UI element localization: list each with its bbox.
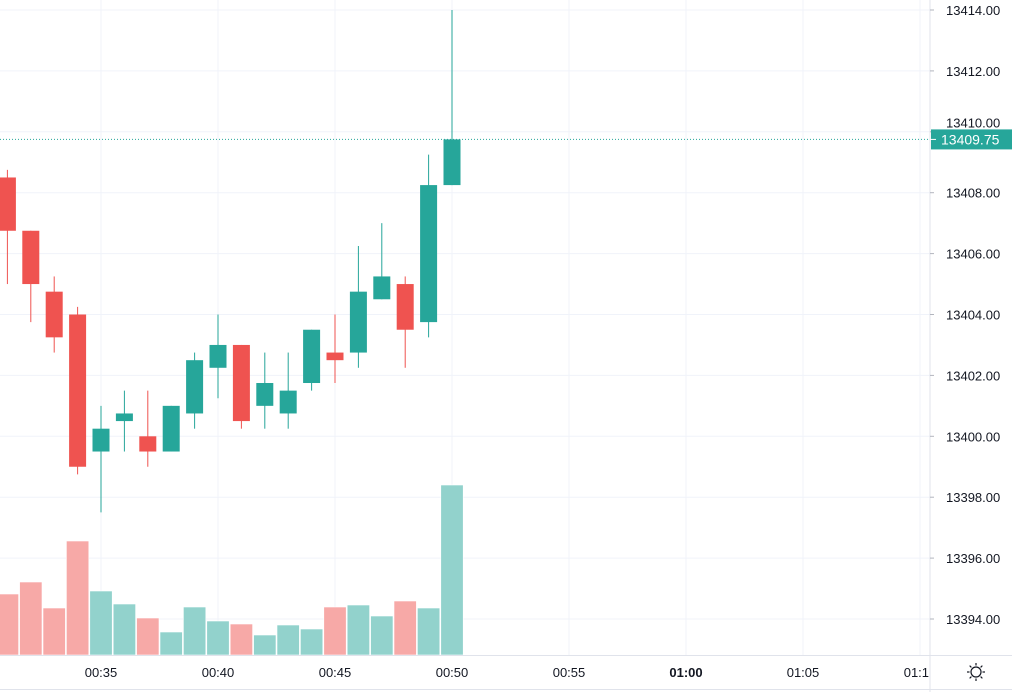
price-tick-label: 13394.00	[946, 612, 1000, 627]
candle-body	[443, 139, 461, 186]
price-tick-label: 13414.00	[946, 3, 1000, 18]
price-tick-label: 13406.00	[946, 247, 1000, 262]
sun-ray	[980, 665, 983, 668]
volume-bar	[253, 634, 277, 656]
sun-core	[970, 666, 982, 678]
time-tick-label: 01:05	[787, 665, 820, 680]
volume-bar	[183, 606, 207, 656]
candle-body	[303, 329, 321, 384]
candle-body	[279, 390, 297, 414]
volume-bar	[206, 620, 230, 656]
time-tick-label: 00:50	[436, 665, 469, 680]
price-tick-label: 13396.00	[946, 551, 1000, 566]
volume-bar	[417, 607, 441, 656]
price-tick-label: 13398.00	[946, 490, 1000, 505]
price-tick-label: 13400.00	[946, 429, 1000, 444]
candle-body	[396, 284, 414, 330]
candle-body	[115, 413, 133, 422]
volume-bar	[0, 593, 19, 656]
candle-body	[162, 405, 180, 452]
volume-bar	[112, 603, 136, 656]
price-tick-label: 13402.00	[946, 368, 1000, 383]
volume-bar	[370, 615, 394, 656]
volume-bar	[229, 623, 253, 656]
candle-body	[22, 230, 40, 285]
price-tick-label: 13410.00	[946, 115, 1000, 130]
candle-body	[209, 344, 227, 368]
time-tick-label: 00:35	[85, 665, 118, 680]
volume-bar	[89, 590, 113, 656]
candle-body	[349, 291, 367, 353]
volume-bar	[276, 624, 300, 656]
time-tick-label: 01:00	[669, 665, 702, 680]
volume-bar	[323, 606, 347, 656]
candle-body	[420, 185, 438, 323]
price-tick-label: 13408.00	[946, 186, 1000, 201]
volume-bar	[393, 600, 417, 656]
time-tick-label: 00:40	[202, 665, 235, 680]
volume-bar	[42, 607, 66, 656]
candle-body	[92, 428, 110, 452]
candle-body	[139, 436, 157, 452]
candle-body	[256, 383, 274, 406]
candle-body	[69, 314, 87, 467]
candle-body	[232, 344, 250, 422]
volume-bar	[66, 540, 90, 656]
candle-body	[186, 360, 204, 414]
volume-bar	[136, 617, 160, 656]
candle-body	[326, 352, 344, 361]
time-tick-label: 00:55	[553, 665, 586, 680]
volume-bar	[440, 484, 464, 656]
price-tick-label: 13404.00	[946, 308, 1000, 323]
last-price-label: 13409.75	[941, 131, 1000, 147]
time-tick-label: 00:45	[319, 665, 352, 680]
last-price-badge	[931, 129, 1012, 150]
volume-bar	[346, 604, 370, 656]
sun-ray	[980, 676, 983, 679]
sun-ray	[969, 665, 972, 668]
volume-bar	[19, 581, 43, 656]
candle-body	[0, 177, 16, 231]
volume-bar	[159, 631, 183, 656]
sun-ray	[969, 676, 972, 679]
candle-body	[373, 276, 391, 300]
time-tick-label: 01:10	[904, 665, 937, 680]
price-tick-label: 13412.00	[946, 64, 1000, 79]
settings-sun-icon[interactable]	[967, 663, 985, 681]
volume-bar	[300, 628, 324, 656]
candle-body	[45, 291, 63, 338]
